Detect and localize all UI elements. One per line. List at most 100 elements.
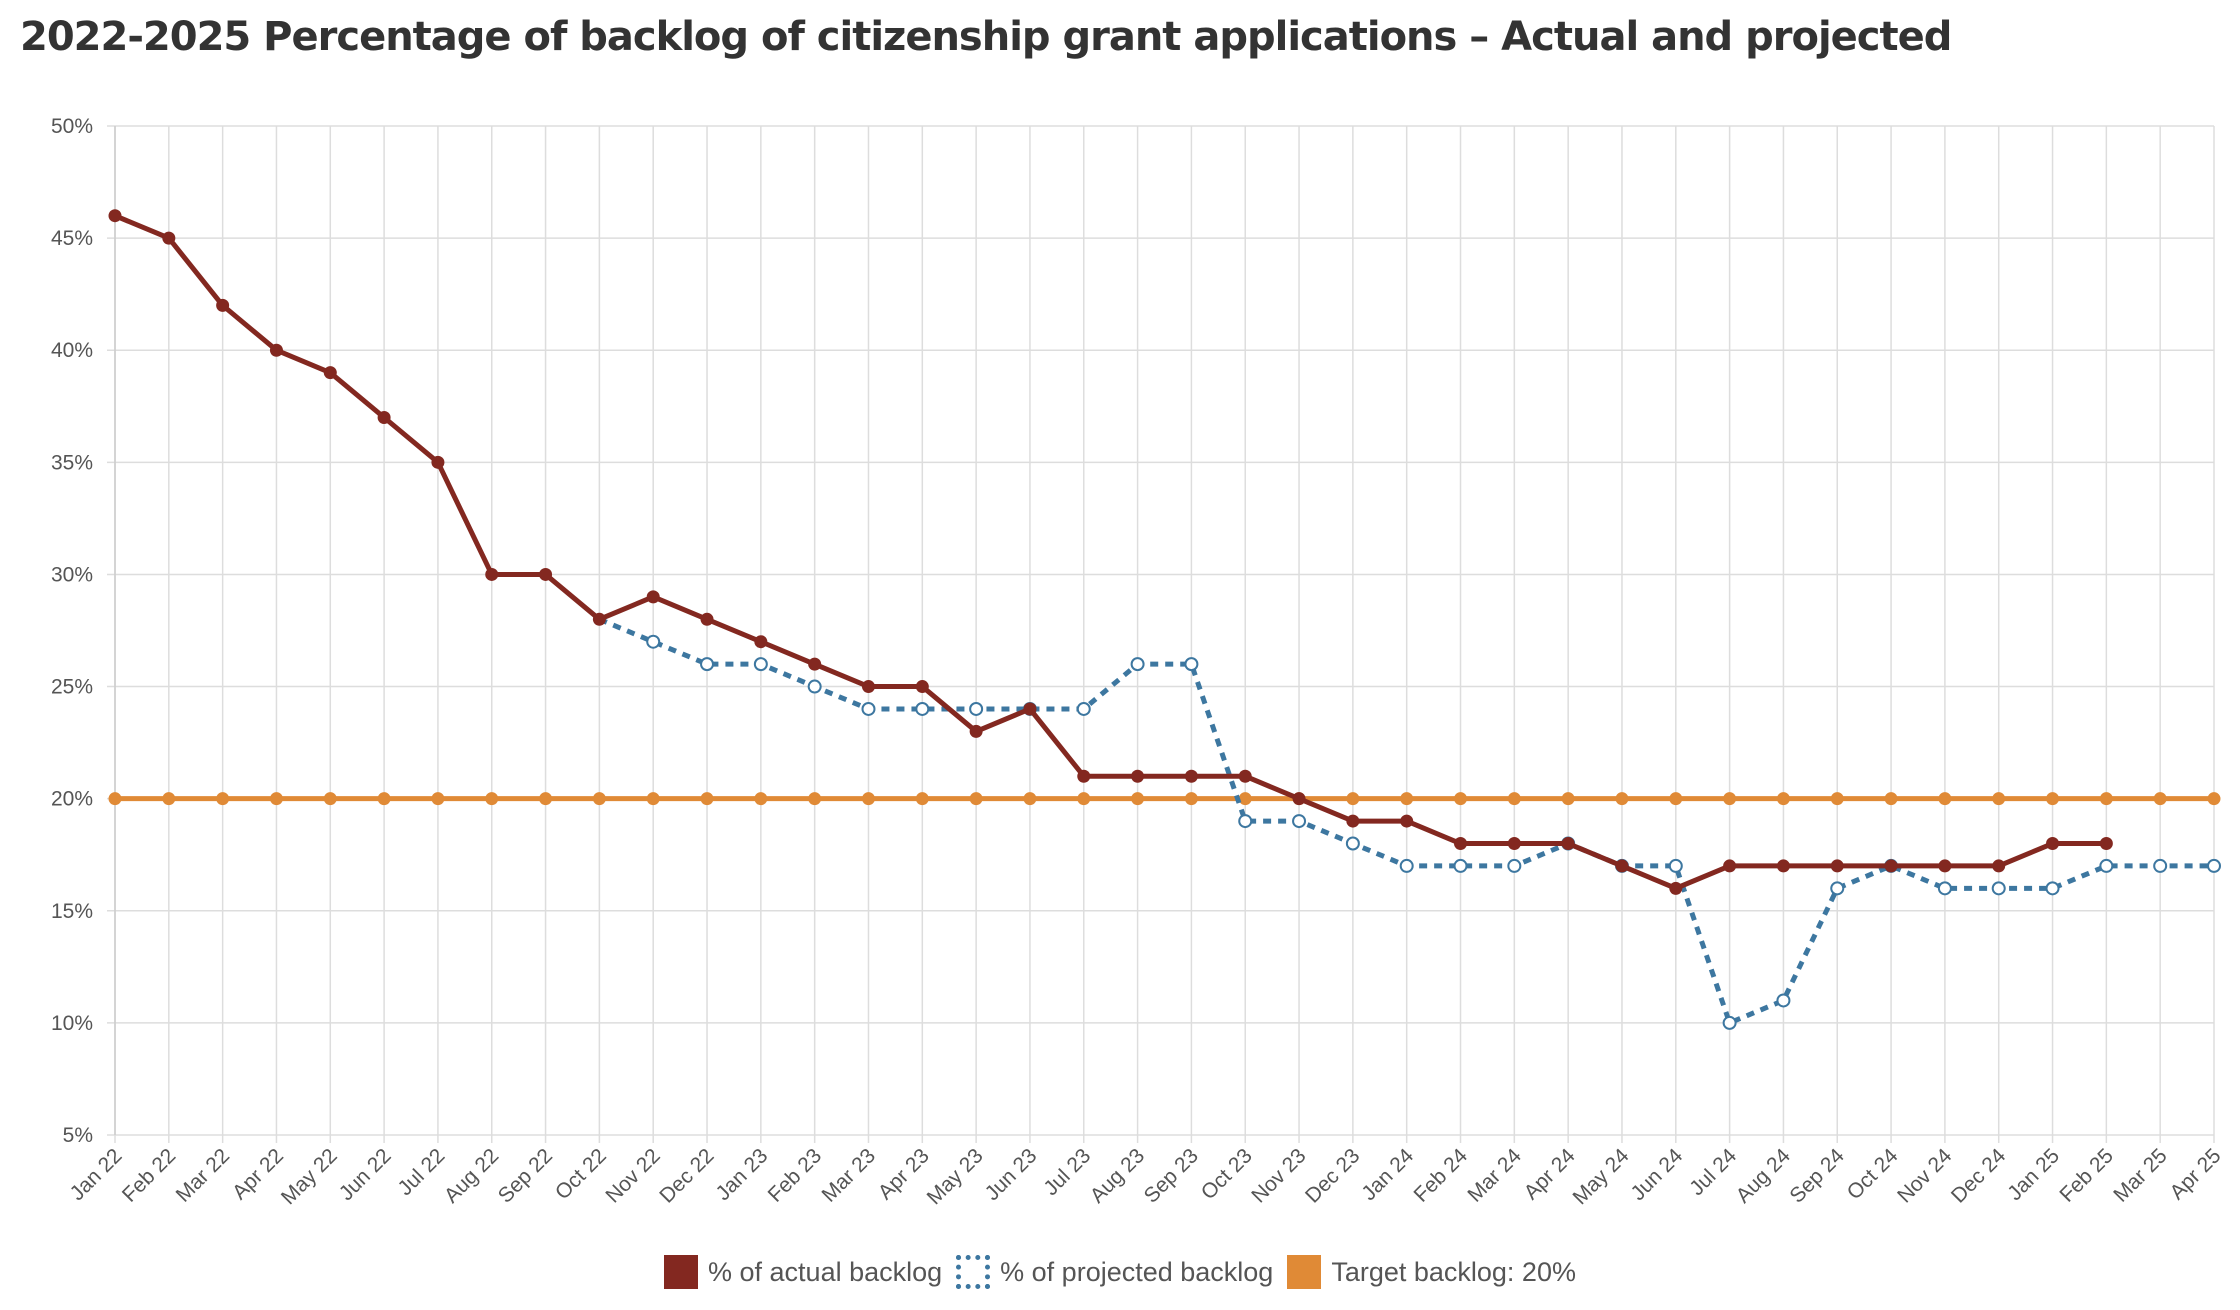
x-tick-label: Sep 24 — [1785, 1144, 1849, 1208]
data-point-target — [1454, 792, 1468, 806]
data-point-actual — [377, 410, 391, 424]
data-point-projected — [915, 701, 930, 716]
data-point-target — [1776, 792, 1790, 806]
data-point-target — [377, 792, 391, 806]
data-point-actual — [323, 366, 337, 380]
data-point-target — [485, 792, 499, 806]
x-tick-label: Oct 23 — [1197, 1144, 1257, 1204]
data-point-target — [646, 792, 660, 806]
data-point-projected — [1668, 858, 1683, 873]
data-point-target — [969, 792, 983, 806]
data-point-actual — [1615, 859, 1629, 873]
legend-swatch-target — [1287, 1255, 1322, 1289]
data-point-target — [1723, 792, 1737, 806]
y-tick-label: 35% — [51, 451, 93, 474]
y-tick-label: 10% — [51, 1012, 93, 1035]
data-point-target — [1400, 792, 1414, 806]
data-point-target — [808, 792, 822, 806]
data-point-target — [700, 792, 714, 806]
data-point-actual — [700, 612, 714, 626]
legend-item-actual[interactable]: % of actual backlog — [664, 1255, 942, 1289]
data-point-projected — [807, 679, 822, 694]
data-point-projected — [1937, 881, 1952, 896]
data-point-actual — [1992, 859, 2006, 873]
legend-label-actual: % of actual backlog — [708, 1256, 943, 1287]
data-point-target — [592, 792, 606, 806]
data-point-target — [1561, 792, 1575, 806]
x-tick-label: Jan 25 — [2003, 1144, 2064, 1205]
data-point-projected — [969, 701, 984, 716]
data-point-target — [431, 792, 445, 806]
data-point-projected — [1399, 858, 1414, 873]
data-point-target — [1615, 792, 1629, 806]
x-tick-label: Mar 22 — [172, 1144, 234, 1206]
data-point-projected — [861, 701, 876, 716]
data-point-target — [1023, 792, 1037, 806]
legend: % of actual backlog % of projected backl… — [0, 1255, 2240, 1289]
data-point-target — [1992, 792, 2006, 806]
x-tick-label: Nov 23 — [1247, 1144, 1310, 1207]
data-point-actual — [2099, 837, 2113, 851]
data-point-projected — [1453, 858, 1468, 873]
x-tick-label: Jan 23 — [712, 1144, 773, 1205]
data-point-projected — [1238, 814, 1253, 829]
data-point-actual — [754, 635, 768, 649]
data-point-actual — [1346, 814, 1360, 828]
x-tick-label: Dec 23 — [1301, 1144, 1364, 1207]
x-tick-label: May 24 — [1569, 1144, 1634, 1209]
data-point-projected — [2153, 858, 2168, 873]
data-point-projected — [1776, 993, 1791, 1008]
data-point-actual — [1830, 859, 1844, 873]
data-point-actual — [1292, 792, 1306, 806]
data-point-projected — [700, 657, 715, 672]
x-tick-label: Oct 24 — [1843, 1144, 1903, 1204]
data-point-target — [1238, 792, 1252, 806]
data-point-projected — [1076, 701, 1091, 716]
data-point-actual — [485, 567, 499, 581]
data-point-target — [861, 792, 875, 806]
legend-label-target: Target backlog: 20% — [1331, 1256, 1576, 1287]
y-tick-label: 30% — [51, 563, 93, 586]
data-point-actual — [1184, 769, 1198, 783]
x-tick-label: May 22 — [277, 1144, 342, 1209]
data-point-target — [269, 792, 283, 806]
y-tick-label: 40% — [51, 339, 93, 362]
x-tick-label: Oct 22 — [551, 1144, 611, 1204]
x-tick-label: Jan 24 — [1357, 1144, 1418, 1205]
data-point-projected — [1991, 881, 2006, 896]
data-point-target — [323, 792, 337, 806]
x-tick-label: Nov 24 — [1893, 1144, 1957, 1208]
y-tick-label: 20% — [51, 788, 93, 811]
data-point-projected — [1507, 858, 1522, 873]
series-line-actual — [114, 213, 2107, 891]
x-tick-label: Feb 25 — [2055, 1144, 2118, 1207]
x-tick-label: Apr 25 — [2166, 1144, 2226, 1204]
data-point-target — [2207, 792, 2221, 806]
x-tick-label: Jun 22 — [335, 1144, 396, 1205]
data-point-target — [539, 792, 553, 806]
x-tick-label: Aug 23 — [1086, 1144, 1149, 1207]
x-tick-label: Dec 22 — [655, 1144, 718, 1207]
legend-item-target[interactable]: Target backlog: 20% — [1287, 1255, 1576, 1289]
x-tick-label: Jun 24 — [1626, 1144, 1687, 1205]
x-tick-label: Mar 24 — [1463, 1144, 1526, 1207]
y-tick-label: 45% — [51, 227, 93, 250]
data-point-actual — [1776, 859, 1790, 873]
data-point-projected — [2045, 881, 2060, 896]
x-tick-label: Sep 23 — [1140, 1144, 1203, 1207]
data-point-actual — [539, 567, 553, 581]
data-point-target — [162, 792, 176, 806]
chart-title: 2022-2025 Percentage of backlog of citiz… — [20, 14, 1952, 60]
data-point-actual — [2046, 837, 2060, 851]
data-point-target — [1507, 792, 1521, 806]
x-tick-label: Sep 22 — [494, 1144, 557, 1207]
data-point-projected — [1830, 881, 1845, 896]
data-point-target — [1938, 792, 1952, 806]
legend-item-projected[interactable]: % of projected backlog — [956, 1255, 1273, 1289]
data-point-target — [1346, 792, 1360, 806]
legend-swatch-actual — [664, 1255, 699, 1289]
x-tick-label: Feb 22 — [118, 1144, 181, 1207]
data-point-projected — [1184, 657, 1199, 672]
data-point-projected — [753, 657, 768, 672]
x-tick-label: Mar 23 — [818, 1144, 880, 1206]
